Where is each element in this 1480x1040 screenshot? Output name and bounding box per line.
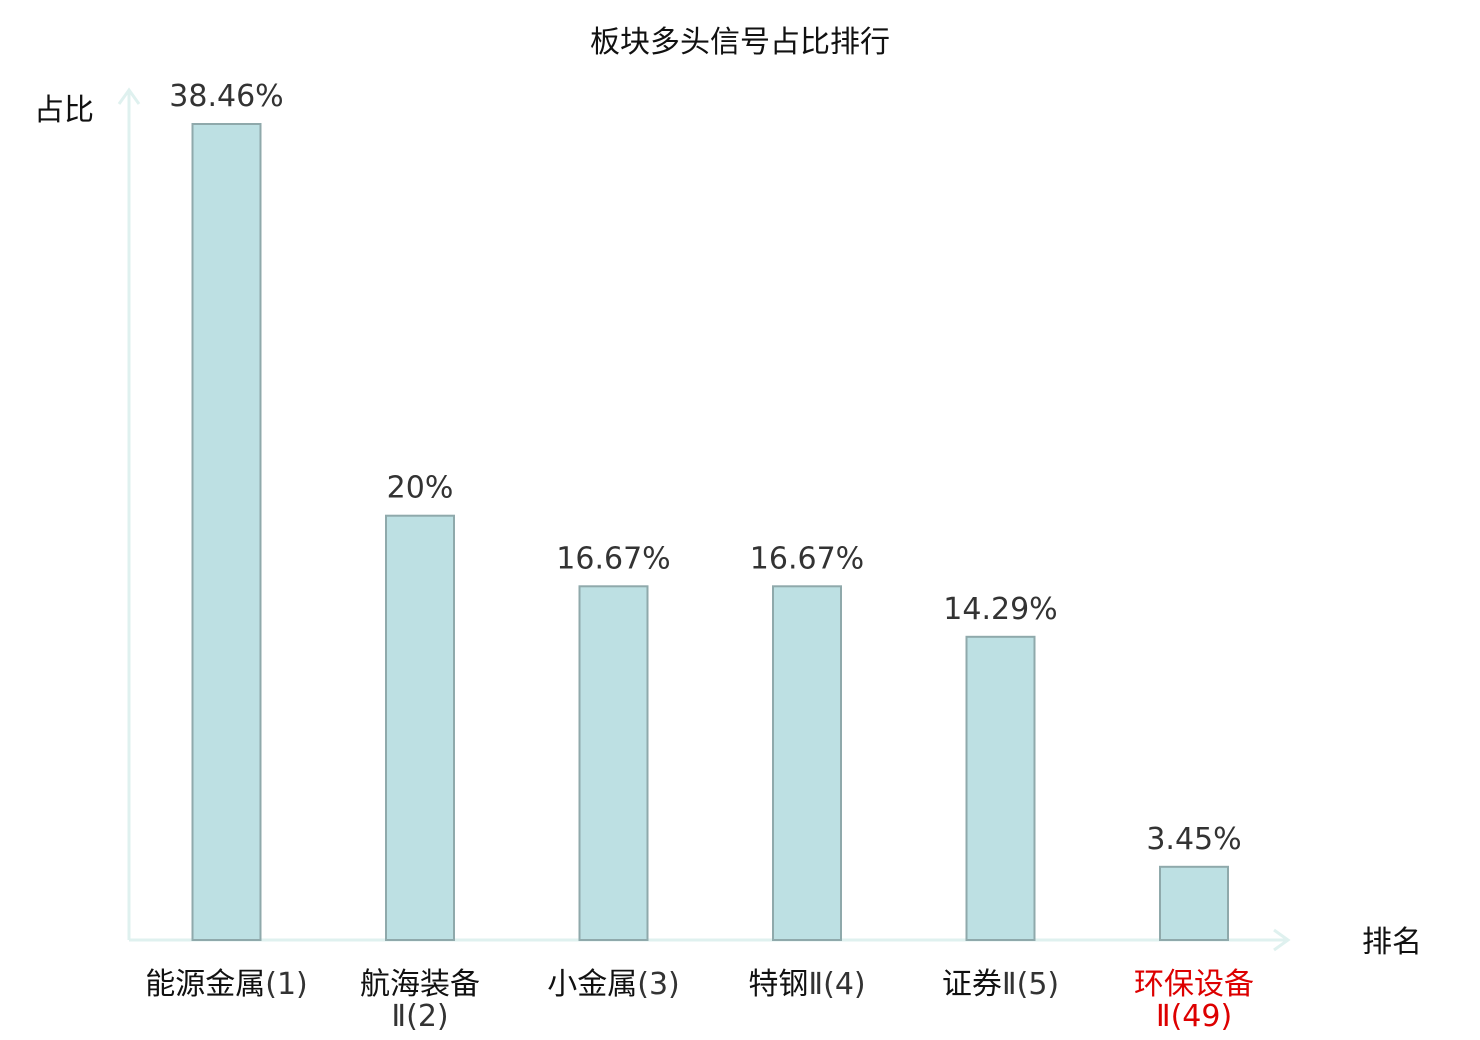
value-label-3: 16.67% (556, 541, 670, 576)
bars-group (191, 123, 1229, 941)
category-label-3: 小金属(3) (547, 967, 680, 1002)
x-axis-label: 排名 (1362, 925, 1422, 960)
bar-6 (1159, 865, 1229, 941)
value-label-2: 20% (387, 471, 454, 506)
category-suffix-5: Ⅱ(5) (1002, 967, 1059, 1002)
bar-3 (578, 585, 649, 941)
category-suffix-2: Ⅱ(2) (391, 999, 448, 1034)
bar-4 (772, 585, 842, 941)
category-suffix-1: (1) (265, 967, 308, 1002)
category-name-1: 能源金属 (145, 967, 265, 1002)
category-label-4: 特钢Ⅱ(4) (748, 967, 865, 1002)
category-label-2: 航海装备 Ⅱ(2) (360, 967, 480, 1034)
category-name-6: 环保设备 (1134, 967, 1254, 1002)
axes (117, 87, 1291, 952)
bar-2 (385, 514, 455, 941)
bar-5 (965, 635, 1036, 941)
category-labels-group: 能源金属(1) 航海装备 Ⅱ(2)小金属(3) 特钢Ⅱ(4) 证券Ⅱ(5) 环保设备 Ⅱ(4… (145, 967, 1254, 1034)
value-labels-group: 38.46% 20% 16.67% 16.67% 14.29% 3.45% (169, 79, 1241, 857)
category-suffix-6: Ⅱ(49) (1156, 999, 1232, 1034)
bar-1 (191, 123, 262, 941)
category-name-4: 特钢 (748, 967, 808, 1002)
value-label-6: 3.45% (1146, 822, 1241, 857)
category-suffix-4: Ⅱ(4) (808, 967, 865, 1002)
y-axis-label: 占比 (34, 93, 94, 128)
category-label-1: 能源金属(1) (145, 967, 308, 1002)
category-name-5: 证券 (942, 967, 1002, 1002)
value-label-5: 14.29% (943, 592, 1057, 627)
category-label-6: 环保设备 Ⅱ(49) (1134, 967, 1254, 1034)
y-axis-arrow-icon (117, 87, 141, 105)
category-label-5: 证券Ⅱ(5) (942, 967, 1059, 1002)
x-axis-arrow-icon (1273, 928, 1291, 952)
value-label-1: 38.46% (169, 79, 283, 114)
category-suffix-3: (3) (637, 967, 680, 1002)
category-name-3: 小金属 (547, 967, 637, 1002)
value-label-4: 16.67% (750, 541, 864, 576)
chart-title: 板块多头信号占比排行 (590, 25, 890, 60)
category-name-2: 航海装备 (360, 967, 480, 1002)
